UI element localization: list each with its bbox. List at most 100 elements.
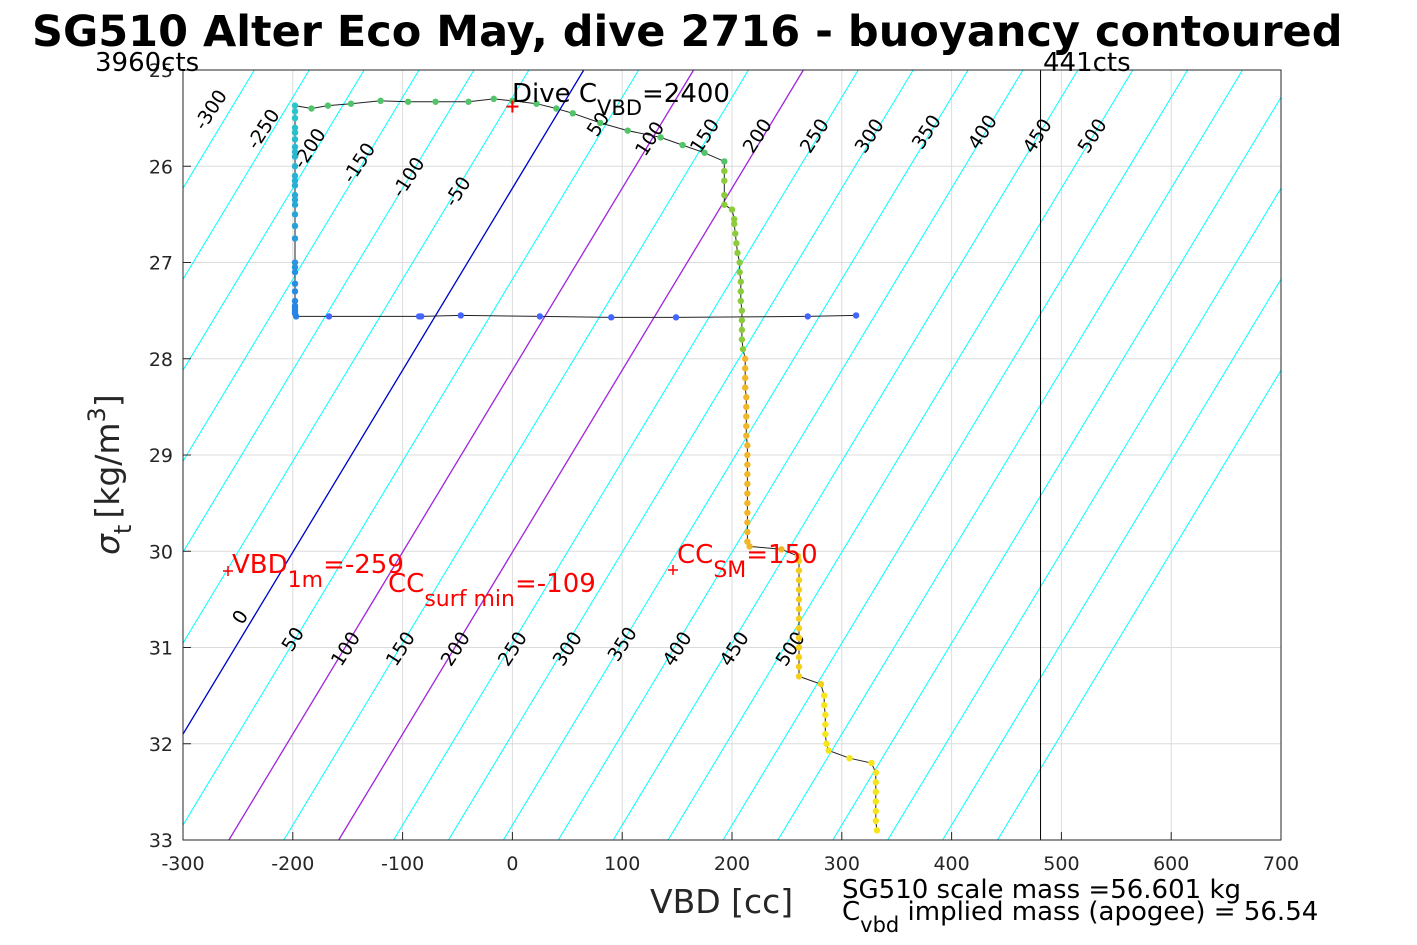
svg-text:CCsurf min=-109: CCsurf min=-109 [388, 569, 596, 612]
data-point [738, 326, 746, 334]
data-point [490, 95, 497, 103]
data-point [291, 124, 299, 131]
x-tick-label: 0 [506, 853, 518, 875]
data-point [738, 307, 746, 314]
contour-line [557, 70, 1024, 840]
dive-cvbd-label: Dive CVBD=2400 [512, 79, 730, 120]
x-tick-label: 200 [714, 853, 750, 875]
data-point [291, 196, 299, 204]
data-point [741, 365, 749, 372]
data-point [377, 97, 384, 105]
data-point [872, 817, 880, 824]
data-point [873, 827, 881, 834]
dive-profile [291, 95, 881, 834]
y-tick-label: 28 [149, 349, 173, 371]
y-tick-label: 33 [149, 830, 173, 852]
x-tick-label: 700 [1263, 853, 1299, 875]
data-point [624, 127, 631, 134]
data-point [415, 313, 423, 320]
data-point [743, 432, 750, 439]
contour-line [393, 70, 859, 840]
x-tick-label: 600 [1153, 853, 1189, 875]
x-tick-label: 100 [604, 853, 640, 875]
highlight-contour-line [228, 70, 695, 840]
y-label-sigma: σ [88, 533, 127, 555]
data-point [291, 280, 299, 287]
data-point [795, 644, 803, 651]
data-point [291, 302, 299, 310]
data-point [744, 471, 751, 478]
dive-cvbd-sub: VBD [597, 96, 642, 120]
contour-line [832, 96, 1281, 840]
data-point [730, 215, 738, 223]
data-point [821, 702, 828, 709]
svg-text:Dive CVBD=2400: Dive CVBD=2400 [512, 79, 730, 120]
contour-line [183, 70, 475, 554]
data-point [846, 754, 853, 762]
data-point [721, 201, 728, 208]
y-tick-label: 30 [149, 541, 173, 563]
data-point [744, 461, 751, 468]
data-point [821, 692, 828, 699]
implied-mass-text: Cvbd implied mass (apogee) = 56.54 [842, 897, 1318, 937]
red-annotations: VBD1m=-259 CCsurf min=-109 CCSM=150 [232, 540, 818, 612]
data-point [291, 182, 299, 189]
data-point [733, 240, 740, 247]
chart-title: SG510 Alter Eco May, dive 2716 - buoyanc… [32, 7, 1343, 57]
data-point [817, 680, 825, 688]
data-point [291, 163, 299, 170]
buoyancy-contours [183, 70, 1281, 840]
data-point [778, 546, 785, 553]
data-point [794, 552, 802, 560]
x-tick-label: -300 [161, 853, 204, 875]
highlight-contour-line [183, 70, 585, 736]
y-tick-label: 31 [149, 638, 173, 660]
y-tick-label: 29 [149, 445, 173, 467]
data-point [744, 519, 751, 526]
data-point [597, 119, 604, 127]
data-point [291, 114, 299, 122]
contour-line [612, 70, 1079, 840]
data-point [291, 268, 299, 276]
data-point [457, 312, 464, 319]
data-point [347, 100, 355, 107]
axis-ticks: -300 -200 -100 0 100 200 300 400 500 600 700 25 26 27… [149, 60, 1299, 875]
data-point [721, 167, 728, 175]
data-point [744, 451, 751, 459]
x-tick-label: -200 [271, 853, 314, 875]
data-point [553, 105, 560, 112]
data-point [728, 206, 736, 213]
data-point [872, 788, 880, 796]
data-point [822, 721, 829, 728]
contour-line [887, 187, 1281, 840]
data-point [291, 211, 299, 218]
data-point [741, 355, 749, 362]
data-point [795, 596, 803, 603]
data-point [736, 259, 743, 266]
data-point [732, 230, 739, 237]
data-point [737, 297, 744, 305]
ccsm-main: CC [677, 540, 713, 570]
data-point [291, 201, 299, 208]
y-tick-label: 27 [149, 253, 173, 275]
contour-line [183, 70, 530, 645]
contour-line [942, 278, 1281, 840]
data-point [744, 538, 751, 545]
data-point [465, 98, 472, 105]
data-point [291, 222, 299, 230]
data-point [608, 314, 615, 321]
svg-text:VBD1m=-259: VBD1m=-259 [232, 550, 404, 593]
data-point [730, 220, 738, 228]
x-tick-label: 500 [1043, 853, 1079, 875]
contour-line [283, 70, 749, 840]
data-point [738, 336, 746, 343]
annotation-markers [223, 565, 678, 576]
data-point [291, 129, 299, 136]
data-point [657, 134, 664, 141]
data-point [872, 769, 880, 776]
data-point [743, 422, 750, 430]
svg-text:σt[kg/m3]: σt [kg/m3] [83, 394, 137, 555]
contour-line [997, 369, 1281, 840]
data-point [743, 394, 750, 401]
data-point [795, 605, 803, 613]
